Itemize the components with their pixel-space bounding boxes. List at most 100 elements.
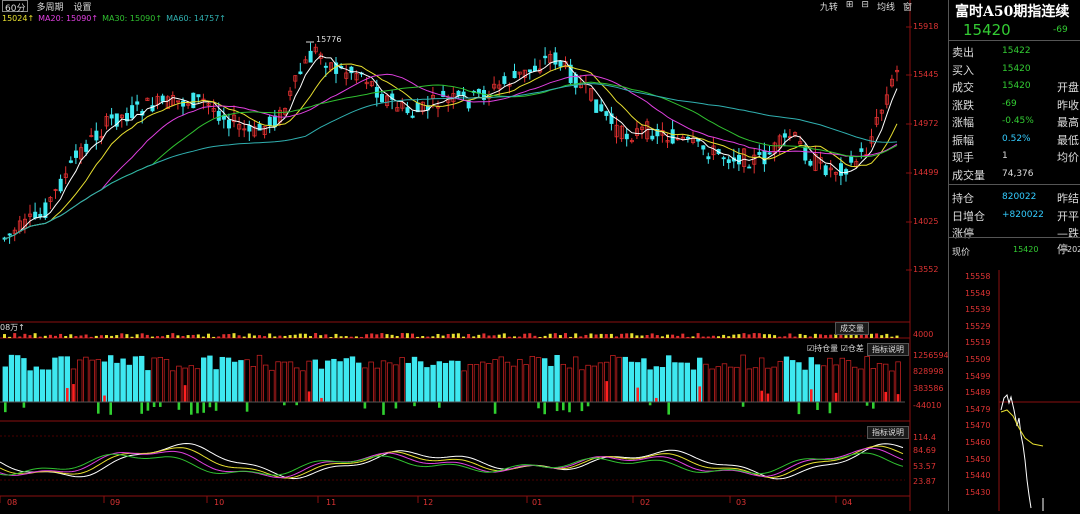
open-interest-bar [641,358,647,403]
oi-diff-bar-down [214,402,218,411]
oi-diff-bar-down [816,402,819,410]
x-axis-label: 02 [640,498,651,507]
now-label: 现价 [952,248,971,258]
price-tick: 14972 [913,119,939,128]
oi-diff-bar-down [543,402,546,415]
volume-bar [38,336,42,338]
volume-indicator-button[interactable]: 成交量 [835,322,869,335]
candle-body [721,157,726,160]
volume-bar [365,334,369,338]
multi-period-button[interactable]: 多周期 [36,3,64,13]
open-interest-bar [486,363,492,403]
volume-bar [502,333,506,338]
oi-diff-bar-down [797,402,801,415]
volume-bar [569,336,573,338]
volume-bar [278,335,282,338]
open-interest-bar [275,361,281,403]
zoom-in-icon[interactable]: ⊞ [845,0,854,10]
price-tick: 14499 [913,168,939,177]
candle-body [354,73,359,81]
volume-bar [125,334,129,338]
volume-bar [829,334,833,338]
volume-bar [8,336,12,338]
volume-bar [334,333,338,338]
volume-bar [411,333,414,338]
jiuzhuan-button[interactable]: 九转 [819,3,838,13]
candle-body [686,136,691,139]
volume-bar [558,335,562,338]
open-interest-bar [889,370,895,403]
oi-diff-bar-up [810,389,813,402]
volume-bar [370,333,374,338]
volume-bar [212,336,216,338]
candle-body [400,102,405,109]
oi-diff-bar-up [655,397,658,402]
volume-bar [349,336,353,338]
volume-bar [752,333,756,338]
oi-diff-bar-down [202,402,205,413]
candle-body [89,135,94,137]
candle-body [68,160,73,163]
oi-explain-button[interactable]: 指标说明 [867,343,909,356]
candle-body [742,148,747,167]
window-button[interactable]: 窗 [902,3,912,13]
divider [949,237,1080,238]
volume-bar [732,334,736,338]
quote-row: 涨幅 -0.45% 最高 [952,114,1080,131]
volume-bar [99,335,103,338]
volume-bar [497,334,501,338]
open-interest-bar [560,363,566,403]
candle-body [226,119,231,129]
candle-body [635,128,640,136]
candle-body [385,95,390,107]
open-interest-bar [690,369,697,403]
ma20-line [4,73,898,240]
oi-diff-bar-down [648,402,652,406]
open-interest-bar [622,356,628,403]
osc-explain-button[interactable]: 指标说明 [867,426,909,439]
volume-bar [186,335,190,338]
price-tick: 14025 [913,217,939,226]
oi-diff-bar-up [760,390,763,402]
open-interest-bar [510,365,517,403]
zoom-out-icon[interactable]: ⊟ [861,0,869,10]
open-interest-bar [300,370,306,403]
candle-body [589,88,594,101]
open-interest-bar [256,354,263,403]
oi-diff-bar-down [413,402,416,407]
chart-toolbar: 60分 多周期 设置 [0,0,93,14]
open-interest-bar [250,366,256,403]
open-interest-bar [293,367,300,403]
oi-diff-bar-down [177,402,181,410]
volume-bar [48,334,52,338]
open-interest-bar [790,360,796,403]
open-interest-bar [238,360,244,403]
oi-checkbox-icon[interactable]: ☑ [807,344,815,353]
oi-diff-bar-down [568,402,571,413]
kline-chart-area[interactable]: 60分 多周期 设置 15024↑ MA20: 15090↑ MA30: 150… [0,0,949,511]
open-interest-bar [777,360,783,403]
open-interest-bar [163,359,170,403]
volume-bar [701,336,705,338]
volume-bar [288,335,292,338]
instrument-title: 富时A50期指连续 [955,4,1070,20]
quote-row-label2: 最高 [1057,116,1079,129]
settings-button[interactable]: 设置 [73,3,92,13]
layout-button[interactable]: 均线 [876,3,895,13]
open-interest-bar [492,359,498,403]
open-interest-bar [517,358,523,403]
open-interest-bar [448,360,455,403]
candle-body [839,163,844,176]
candle-body [28,213,33,217]
diff-checkbox-label: 仓差 [847,344,864,353]
open-interest-bar [368,361,374,403]
volume-bar [574,333,578,338]
diff-checkbox-icon[interactable]: ☑ [840,344,848,353]
candle-body [890,78,895,87]
oi-diff-bar-up [307,391,311,402]
candle-body [803,146,808,161]
intraday-mini-chart[interactable]: 15558 15549 15539 15529 15519 15509 15499 15489… [949,270,1080,511]
open-interest-bar [14,355,21,403]
period-button[interactable]: 60分 [2,0,29,14]
quote-row-label: 持仓 [952,192,974,205]
